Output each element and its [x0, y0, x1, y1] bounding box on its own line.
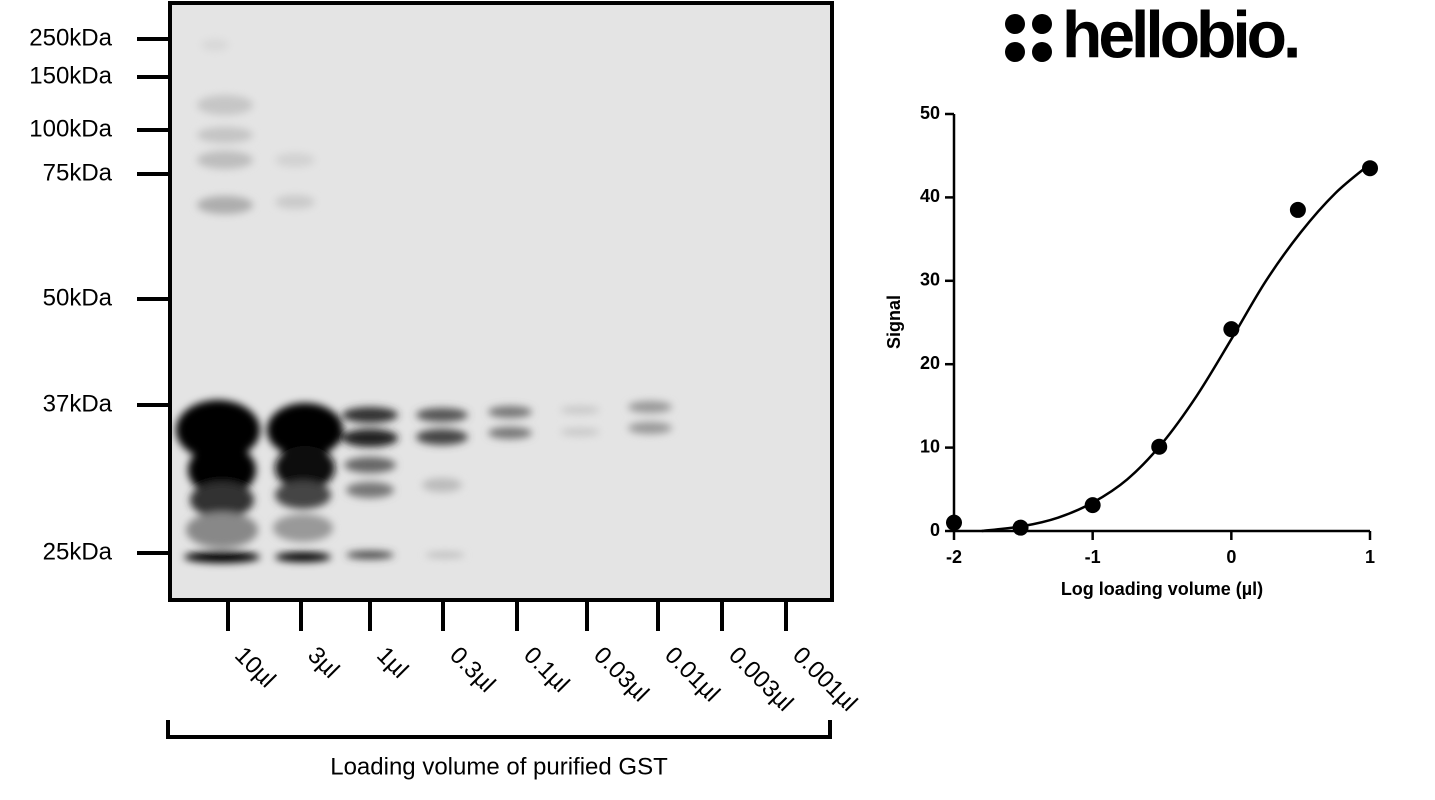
data-point	[1151, 438, 1168, 455]
x-tick-label: 0	[1226, 547, 1236, 567]
logo: hellobio.	[1005, 0, 1301, 71]
logo-text: hellobio.	[1062, 0, 1297, 71]
marker-label: 50kDa	[43, 284, 113, 311]
y-tick-label: 0	[930, 520, 940, 540]
marker-label: 75kDa	[43, 159, 113, 186]
blot-xlabel: Loading volume of purified GST	[330, 753, 668, 780]
data-point	[946, 514, 962, 531]
blot-bands	[176, 39, 672, 563]
marker-label: 37kDa	[43, 390, 113, 417]
x-tick-label: -2	[946, 547, 962, 567]
x-axis-label: Log loading volume (µl)	[1061, 579, 1263, 599]
data-point	[1362, 160, 1378, 177]
blot-membrane	[168, 1, 834, 602]
marker-label: 25kDa	[43, 538, 113, 565]
x-tick-label: 1	[1365, 547, 1375, 567]
lane-label: 0.03µl	[588, 642, 654, 708]
data-point	[1012, 519, 1029, 536]
x-tick-label: -1	[1085, 547, 1101, 567]
data-point	[1223, 321, 1240, 338]
data-point	[1084, 497, 1101, 514]
lane-label: 0.01µl	[659, 642, 725, 708]
lane-label: 3µl	[302, 642, 344, 684]
marker-label: 100kDa	[29, 115, 112, 142]
marker-label: 250kDa	[29, 24, 112, 51]
y-tick-label: 30	[920, 270, 940, 290]
lane-bracket	[166, 720, 832, 739]
lane-label: 0.003µl	[723, 642, 798, 717]
y-tick-label: 20	[920, 353, 940, 373]
lane-label: 0.001µl	[787, 642, 862, 717]
y-tick-label: 10	[920, 436, 940, 456]
marker-label: 150kDa	[29, 62, 112, 89]
fit-curve	[981, 163, 1371, 533]
y-axis-label: Signal	[884, 295, 904, 349]
y-tick-label: 50	[920, 103, 940, 123]
y-tick-label: 40	[920, 186, 940, 206]
lane-label: 0.1µl	[518, 642, 574, 698]
lane-label: 10µl	[229, 642, 281, 694]
lane-label: 1µl	[371, 642, 413, 684]
data-point	[1289, 201, 1306, 218]
lane-label: 0.3µl	[444, 642, 500, 698]
